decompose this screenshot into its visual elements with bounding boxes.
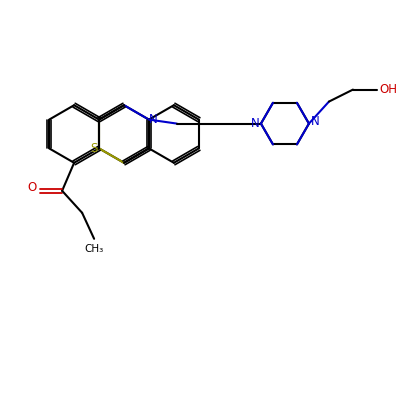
Text: N: N (310, 115, 319, 128)
Text: N: N (250, 117, 259, 130)
Text: OH: OH (379, 83, 397, 96)
Text: S: S (90, 142, 98, 155)
Text: CH₃: CH₃ (84, 244, 104, 254)
Text: O: O (28, 182, 37, 194)
Text: N: N (149, 113, 158, 126)
